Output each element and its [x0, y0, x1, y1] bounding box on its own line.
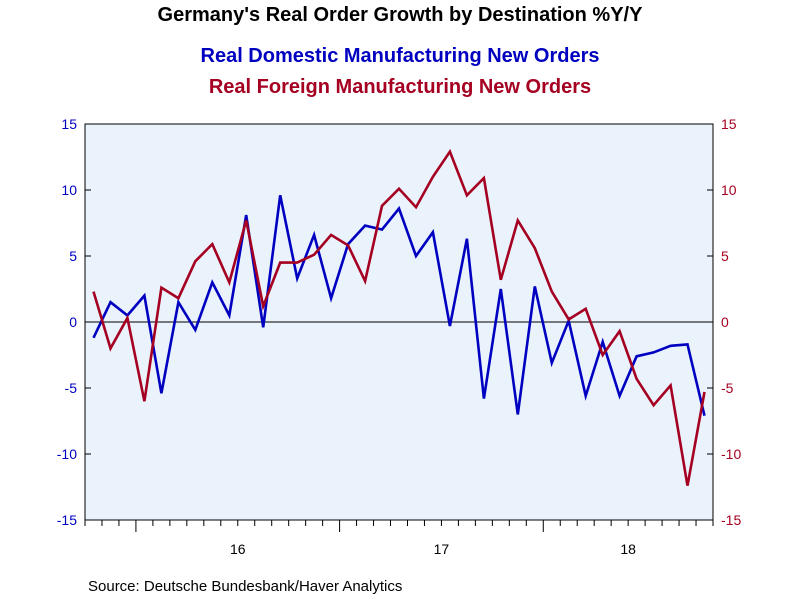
y-right-tick-label: -5: [721, 380, 734, 396]
y-left-tick-label: 10: [61, 182, 77, 198]
y-right-tick-label: 0: [721, 314, 729, 330]
y-right-tick-label: 5: [721, 248, 729, 264]
plot-frame: [84, 123, 714, 521]
y-left-tick-label: 5: [69, 248, 77, 264]
x-year-label: 17: [434, 541, 450, 557]
series-group: [92, 148, 706, 486]
y-left-tick-label: -15: [57, 512, 77, 528]
y-left-tick-label: -10: [57, 446, 77, 462]
x-axis: 16 17 18: [84, 520, 714, 557]
domestic-orders-line: [92, 195, 706, 417]
x-year-label: 18: [620, 541, 636, 557]
legend-foreign: Real Foreign Manufacturing New Orders: [208, 76, 592, 98]
x-year-label: 16: [230, 541, 246, 557]
y-right-tick-label: 15: [721, 116, 737, 132]
chart-title: Germany's Real Order Growth by Destinati…: [157, 4, 643, 26]
y-left-tick-label: 0: [69, 314, 77, 330]
foreign-orders-line: [92, 148, 706, 486]
y-right-tick-label: -10: [721, 446, 741, 462]
source-note: Source: Deutsche Bundesbank/Haver Analyt…: [88, 578, 403, 595]
y-right-tick-label: 10: [721, 182, 737, 198]
y-left-tick-label: 15: [61, 116, 77, 132]
legend-domestic: Real Domestic Manufacturing New Orders: [200, 45, 600, 67]
y-left-tick-label: -5: [65, 380, 78, 396]
y-right-tick-label: -15: [721, 512, 741, 528]
